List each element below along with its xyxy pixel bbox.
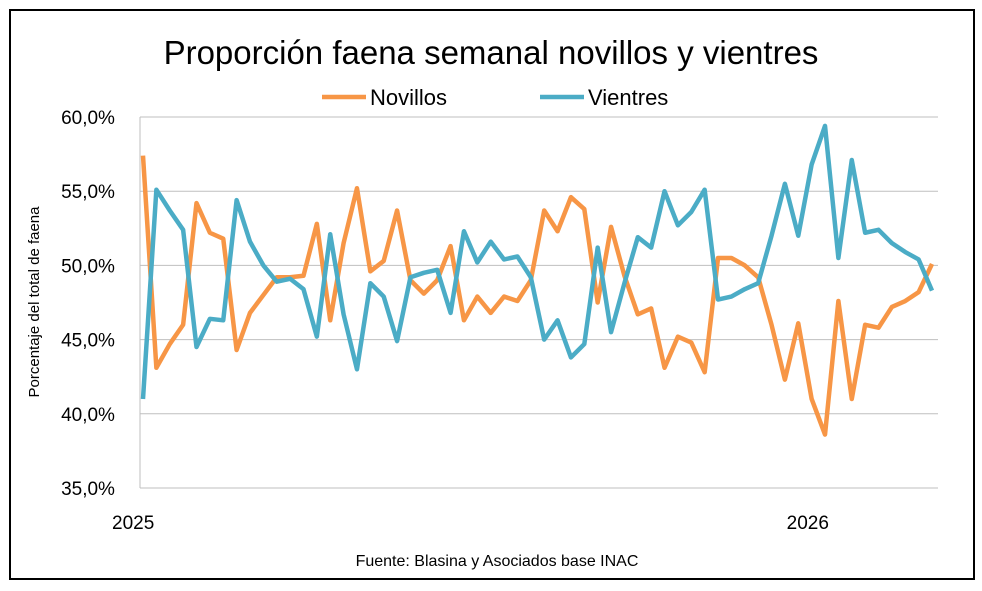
y-tick-label: 35,0%	[61, 479, 115, 500]
y-axis-label: Porcentaje del total de faena	[26, 206, 43, 398]
x-tick-label: 2026	[787, 513, 829, 534]
legend-label-vientres: Vientres	[588, 85, 668, 110]
y-tick-label: 50,0%	[61, 256, 115, 277]
chart-title: Proporción faena semanal novillos y vien…	[164, 34, 819, 71]
x-tick-label: 2025	[112, 513, 154, 534]
legend-label-novillos: Novillos	[370, 85, 447, 110]
legend: Novillos Vientres	[322, 85, 668, 110]
series-line-novillos	[140, 155, 935, 437]
y-axis: 35,0% 40,0% 45,0% 50,0% 55,0% 60,0%	[61, 108, 115, 500]
series-lines	[140, 123, 935, 437]
chart-frame	[9, 9, 975, 580]
series-line-vientres	[140, 123, 935, 400]
source-note: Fuente: Blasina y Asociados base INAC	[356, 553, 639, 570]
y-tick-label: 45,0%	[61, 331, 115, 352]
y-tick-label: 60,0%	[61, 108, 115, 129]
x-axis: 2025 2026	[112, 513, 829, 534]
y-tick-label: 40,0%	[61, 405, 115, 426]
y-tick-label: 55,0%	[61, 182, 115, 203]
